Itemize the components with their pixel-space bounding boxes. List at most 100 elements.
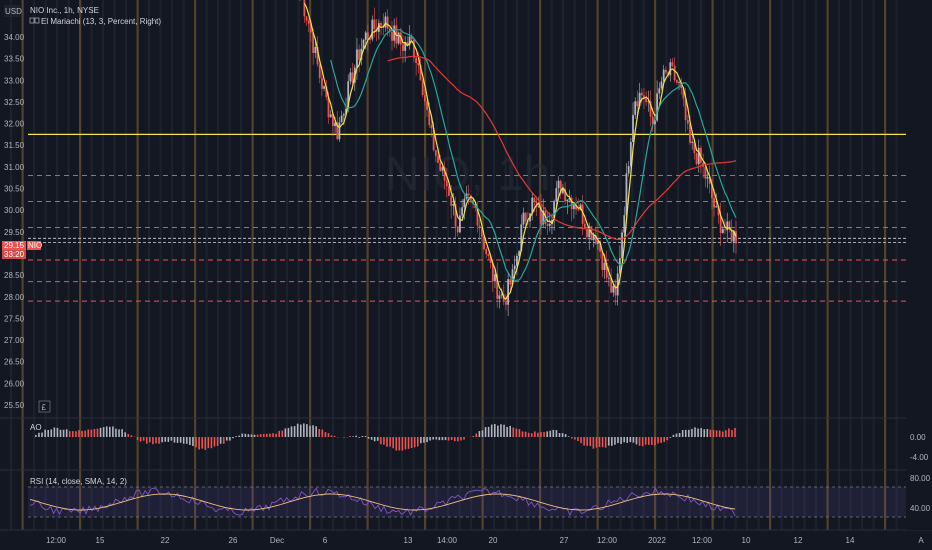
candle-body	[721, 229, 724, 234]
ao-bar	[361, 436, 364, 437]
ao-bar	[725, 430, 727, 437]
candle-body	[708, 176, 711, 184]
ao-bar	[173, 437, 176, 443]
candle-body	[485, 249, 488, 255]
countdown-tag	[2, 250, 26, 259]
ao-bar	[663, 437, 665, 443]
symbol-tag-label: NIO	[28, 241, 42, 250]
ao-bar	[72, 431, 74, 437]
horizontal-levels[interactable]	[28, 133, 906, 302]
candle-body	[640, 92, 643, 96]
price-tick-label: 27.00	[4, 336, 25, 345]
candle-body	[575, 204, 577, 210]
indicator-title[interactable]: El Mariachi (13, 3, Percent, Right)	[41, 17, 161, 26]
ao-bar	[238, 435, 240, 437]
rsi-pane-label[interactable]: RSI (14, close, SMA, 14, 2)	[30, 477, 127, 486]
ao-bar	[192, 437, 194, 447]
candle-body	[660, 81, 663, 89]
ao-bar	[256, 434, 259, 437]
session-band	[10, 0, 13, 530]
ao-bar	[392, 437, 394, 449]
candle-body	[546, 224, 549, 226]
candle-body	[651, 116, 654, 125]
ao-bar	[527, 432, 530, 437]
candle-body	[456, 226, 459, 233]
candle-body	[347, 81, 350, 109]
session-band	[723, 0, 726, 530]
price-tick-label: 25.50	[4, 401, 25, 410]
candle-body	[638, 92, 641, 107]
ao-pane-label[interactable]: AO	[30, 423, 42, 432]
ao-bar	[102, 427, 105, 437]
candle-body	[673, 65, 676, 81]
session-band	[884, 0, 887, 530]
candle-body	[625, 173, 628, 216]
candle-body	[402, 44, 404, 51]
ao-bar	[500, 424, 502, 437]
session-band	[33, 0, 36, 530]
session-band	[642, 0, 645, 530]
candle-body	[461, 207, 464, 216]
ao-bar	[210, 437, 213, 449]
price-tick-label: 31.00	[4, 163, 25, 172]
candle-body	[351, 72, 354, 83]
currency-box[interactable]	[4, 5, 20, 17]
candle-body	[419, 65, 422, 81]
session-band	[125, 0, 128, 530]
ao-bar	[635, 437, 638, 445]
ao-bar	[490, 424, 493, 437]
session-band	[688, 0, 691, 530]
time-tick-label: 20	[489, 536, 498, 545]
ao-bar	[395, 437, 398, 451]
candle-body	[349, 72, 352, 82]
candle-body	[509, 279, 512, 285]
candle-body	[597, 241, 599, 244]
alert-icon[interactable]: £	[38, 400, 51, 413]
candle-body	[627, 166, 630, 174]
ao-bar	[407, 437, 410, 449]
candle-body	[303, 0, 306, 17]
candle-body	[437, 155, 439, 163]
ao-bar	[530, 433, 533, 437]
ao-bar	[50, 429, 53, 437]
ao-bar	[598, 437, 601, 447]
ao-bar	[112, 426, 114, 437]
session-band	[274, 0, 277, 530]
ao-bar	[327, 433, 330, 437]
session-band	[159, 0, 162, 530]
session-band	[217, 0, 220, 530]
session-band	[56, 0, 59, 530]
symbol-title[interactable]: NIO Inc., 1h, NYSE	[30, 6, 99, 15]
ao-bar	[158, 437, 160, 444]
session-band	[677, 0, 680, 530]
candle-body	[710, 183, 713, 199]
ao-bar	[121, 429, 123, 437]
session-band	[240, 0, 243, 530]
moving-averages	[303, 3, 737, 300]
price-tick-label: 30.00	[4, 206, 25, 215]
candle-body	[728, 221, 731, 230]
time-tick-label: 13	[404, 536, 413, 545]
candle-body	[693, 141, 696, 154]
ao-bar	[481, 430, 484, 437]
candle-body	[406, 41, 409, 46]
candle-body	[511, 269, 514, 285]
session-band	[596, 0, 599, 530]
price-axis[interactable]	[906, 0, 932, 530]
ao-bar	[189, 437, 191, 446]
ao-bar	[266, 433, 268, 437]
ao-bar	[706, 428, 709, 437]
session-band	[194, 0, 197, 530]
ao-bar	[543, 432, 545, 437]
ao-bar	[47, 430, 49, 437]
ao-bar	[410, 437, 413, 448]
session-band	[424, 0, 427, 530]
session-band	[711, 0, 714, 530]
ao-bar	[352, 436, 354, 437]
candle-body	[719, 215, 722, 234]
ao-bar	[309, 425, 311, 437]
session-band	[389, 0, 392, 530]
session-band	[562, 0, 565, 530]
ao-bar	[497, 425, 499, 437]
